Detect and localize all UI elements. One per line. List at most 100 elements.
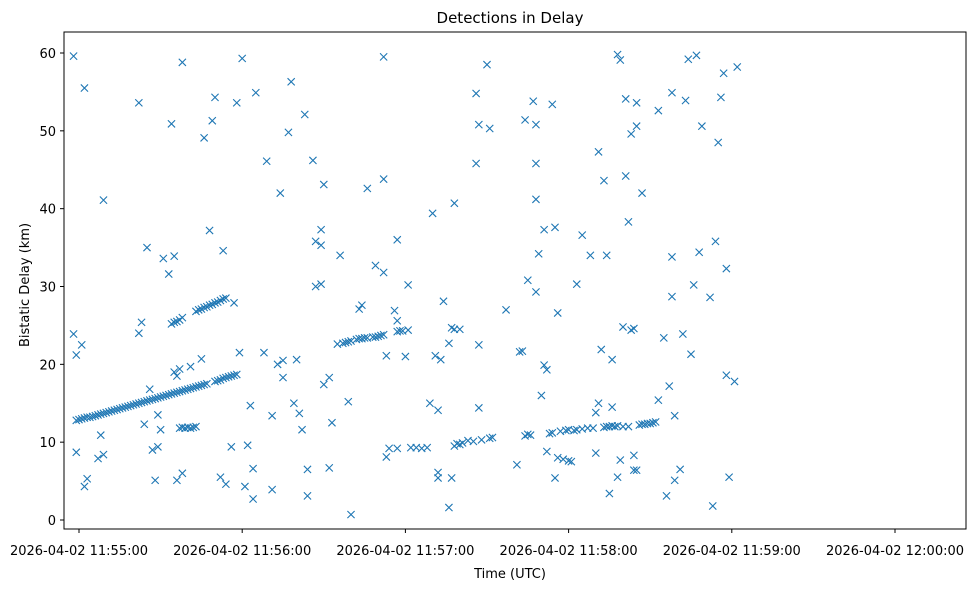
detection-point bbox=[730, 377, 739, 386]
detection-point bbox=[153, 410, 162, 419]
detection-point bbox=[156, 393, 165, 402]
detection-point bbox=[164, 270, 173, 279]
detection-point bbox=[646, 419, 655, 428]
detection-point bbox=[167, 389, 176, 398]
detection-point bbox=[665, 382, 674, 391]
data-marks bbox=[69, 50, 742, 519]
detection-point bbox=[602, 251, 611, 260]
detection-point bbox=[85, 413, 94, 422]
detection-point bbox=[189, 423, 198, 432]
detection-point bbox=[279, 356, 287, 365]
detection-point bbox=[159, 254, 168, 263]
detection-point bbox=[523, 430, 532, 439]
detection-point bbox=[317, 241, 326, 250]
detection-point bbox=[395, 326, 404, 335]
detection-point bbox=[96, 410, 105, 419]
detection-point bbox=[303, 465, 312, 474]
detection-point bbox=[227, 442, 236, 451]
detection-point bbox=[708, 502, 717, 510]
detection-point bbox=[259, 348, 268, 357]
detection-point bbox=[608, 355, 617, 364]
detection-point bbox=[363, 184, 372, 193]
detection-point bbox=[531, 159, 540, 168]
y-tick-label: 30 bbox=[39, 281, 56, 296]
detection-point bbox=[722, 371, 731, 380]
detection-point bbox=[599, 176, 608, 185]
detection-point bbox=[232, 98, 241, 107]
detection-point bbox=[172, 372, 181, 380]
detection-point bbox=[172, 388, 181, 397]
detection-point bbox=[303, 491, 312, 500]
detection-point bbox=[129, 400, 138, 409]
detection-point bbox=[553, 308, 562, 317]
detection-point bbox=[531, 195, 540, 204]
detection-point bbox=[221, 373, 230, 382]
detection-point bbox=[216, 473, 225, 482]
detection-point bbox=[72, 448, 81, 457]
detection-point bbox=[719, 69, 728, 78]
detection-point bbox=[99, 409, 108, 418]
detection-point bbox=[284, 128, 293, 137]
detection-point bbox=[189, 383, 198, 392]
detection-point bbox=[632, 98, 641, 107]
detection-point bbox=[200, 133, 209, 142]
detection-point bbox=[382, 452, 391, 461]
detection-point bbox=[651, 417, 660, 426]
detection-point bbox=[670, 476, 679, 485]
detection-point bbox=[344, 337, 353, 346]
detection-point bbox=[714, 138, 723, 147]
detection-point bbox=[667, 292, 676, 301]
detection-point bbox=[113, 405, 122, 414]
detection-point bbox=[390, 306, 399, 315]
detection-point bbox=[338, 339, 347, 348]
detection-point bbox=[474, 403, 483, 412]
detection-point bbox=[670, 411, 679, 420]
detection-point bbox=[458, 438, 467, 447]
detection-point bbox=[589, 424, 598, 433]
detection-point bbox=[654, 106, 663, 115]
detection-point bbox=[200, 303, 209, 312]
detection-point bbox=[137, 398, 146, 407]
detection-point bbox=[151, 394, 160, 403]
detection-point bbox=[722, 264, 731, 273]
detection-point bbox=[654, 396, 663, 405]
detection-point bbox=[374, 332, 383, 341]
detection-point bbox=[725, 473, 734, 482]
detection-point bbox=[186, 362, 195, 371]
detection-point bbox=[164, 390, 173, 399]
detection-point bbox=[148, 445, 157, 454]
detection-point bbox=[472, 89, 481, 98]
detection-point bbox=[279, 373, 287, 382]
detection-point bbox=[648, 418, 657, 427]
detection-point bbox=[191, 382, 200, 391]
detection-point bbox=[208, 116, 217, 125]
detection-point bbox=[178, 58, 187, 67]
detection-point bbox=[559, 455, 568, 464]
detection-point bbox=[434, 468, 443, 477]
detection-point bbox=[431, 351, 440, 360]
detection-point bbox=[608, 403, 617, 412]
detection-point bbox=[540, 361, 549, 370]
detection-point bbox=[295, 409, 304, 418]
detection-point bbox=[91, 411, 100, 420]
detection-point bbox=[211, 93, 219, 102]
detection-point bbox=[276, 189, 285, 198]
detection-point bbox=[202, 379, 211, 388]
detection-point bbox=[692, 51, 701, 60]
detection-point bbox=[317, 280, 326, 289]
detection-point bbox=[175, 365, 184, 373]
detection-point bbox=[221, 294, 230, 303]
detection-point bbox=[616, 456, 625, 465]
detection-point bbox=[347, 336, 355, 345]
detection-point bbox=[357, 301, 366, 310]
detection-point bbox=[632, 466, 641, 475]
detection-point bbox=[667, 252, 676, 261]
detection-point bbox=[94, 454, 103, 463]
detection-point bbox=[121, 403, 130, 412]
detection-point bbox=[542, 447, 551, 456]
x-tick-label: 2026-04-02 11:57:00 bbox=[336, 544, 474, 559]
detection-point bbox=[213, 376, 222, 385]
detection-point bbox=[548, 428, 557, 437]
detection-point bbox=[126, 401, 135, 410]
detection-point bbox=[289, 399, 298, 408]
